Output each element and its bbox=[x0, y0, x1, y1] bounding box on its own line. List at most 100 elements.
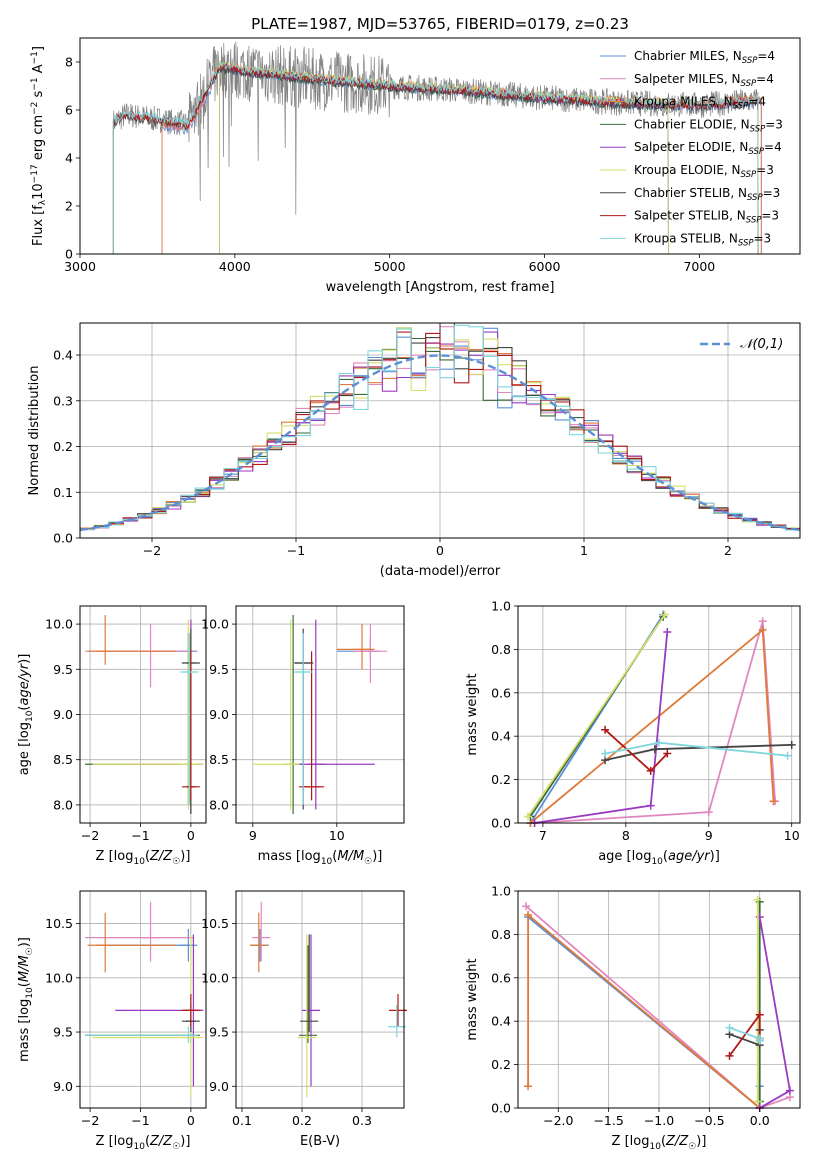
y-tick-label: 1.0 bbox=[491, 884, 511, 899]
weight-line-salpeter_elodie bbox=[758, 916, 791, 1109]
weight-point-salpeter_stelib bbox=[601, 725, 610, 734]
y-tick-label: 0.0 bbox=[491, 1101, 511, 1116]
age_vs_mass-frame: 9 10 8.0 8.5 9.0 9.5 10.0 mass [log10(M/M☉)] bbox=[201, 605, 405, 867]
weight-point-chabrier_stelib bbox=[650, 745, 659, 754]
weight-point-kroupa_miles bbox=[758, 625, 767, 634]
x-tick-label: 2 bbox=[724, 543, 732, 558]
weight-point-salpeter_elodie bbox=[785, 1086, 794, 1095]
y-tick-label: 0.8 bbox=[491, 642, 511, 657]
legend-label-salpeter_elodie: Salpeter ELODIE, NSSP=4 bbox=[634, 140, 782, 157]
x-tick-label: −2 bbox=[81, 828, 99, 843]
y-tick-label: 1.0 bbox=[491, 599, 511, 614]
weight-point-salpeter_elodie bbox=[663, 628, 672, 637]
y-tick-label: 0.6 bbox=[491, 685, 511, 700]
y-tick-label: 9.5 bbox=[53, 662, 73, 677]
x-tick-label: 0 bbox=[436, 543, 444, 558]
y-tick-label: 2 bbox=[65, 199, 73, 214]
legend-label-kroupa_stelib: Kroupa STELIB, NSSP=3 bbox=[634, 231, 771, 248]
model-line-salpeter_stelib bbox=[112, 62, 759, 254]
weight-point-salpeter_stelib bbox=[646, 766, 655, 775]
y-tick-label: 0.0 bbox=[491, 816, 511, 831]
x-tick-label: 0.2 bbox=[292, 1113, 312, 1128]
x-tick-label: −1.5 bbox=[593, 1113, 623, 1128]
legend-label-chabrier_miles: Chabrier MILES, NSSP=4 bbox=[634, 49, 775, 66]
weight_vs_age-lines bbox=[523, 610, 796, 827]
x-tick-label: 0.1 bbox=[232, 1113, 252, 1128]
x-tick-label: −0.5 bbox=[694, 1113, 724, 1128]
y-tick-label: 10.0 bbox=[45, 617, 73, 632]
model-line-kroupa_stelib bbox=[112, 61, 759, 254]
x-axis-label: Z [log10(Z/Z☉)] bbox=[612, 1134, 707, 1152]
y-tick-label: 8 bbox=[65, 55, 73, 70]
figure-title: PLATE=1987, MJD=53765, FIBERID=0179, z=0… bbox=[251, 15, 629, 33]
x-axis-label: Z [log10(Z/Z☉)] bbox=[96, 849, 191, 867]
y-tick-label: 8.5 bbox=[209, 752, 229, 767]
x-axis-label: mass [log10(M/M☉)] bbox=[258, 849, 383, 867]
x-tick-label: 0 bbox=[187, 1113, 195, 1128]
weight-point-kroupa_elodie bbox=[753, 895, 762, 904]
x-axis-label: E(B-V) bbox=[300, 1134, 340, 1149]
mass_vs_ebv-axes bbox=[236, 891, 404, 1108]
y-tick-label: 9.0 bbox=[209, 1079, 229, 1094]
weight-point-kroupa_miles bbox=[769, 797, 778, 806]
weight-line-salpeter_miles bbox=[525, 905, 791, 1110]
x-tick-label: −2 bbox=[81, 1113, 99, 1128]
x-tick-label: 1 bbox=[580, 543, 588, 558]
weight-point-chabrier_stelib bbox=[787, 740, 796, 749]
y-tick-label: 10.0 bbox=[201, 970, 229, 985]
mass_vs_Z-errorbars bbox=[85, 901, 204, 1098]
weight-point-salpeter_stelib bbox=[725, 1051, 734, 1060]
x-tick-label: −2 bbox=[143, 543, 161, 558]
x-tick-label: 10 bbox=[784, 828, 800, 843]
y-tick-label: 0.2 bbox=[491, 772, 511, 787]
weight-point-kroupa_stelib bbox=[755, 1036, 764, 1045]
x-axis-label: wavelength [Angstrom, rest frame] bbox=[326, 280, 555, 295]
weight-point-kroupa_elodie bbox=[523, 812, 532, 821]
weight-point-kroupa_miles bbox=[524, 910, 533, 919]
x-axis-label: age [log10(age/yr)] bbox=[598, 849, 720, 867]
spectrum-legend: Chabrier MILES, NSSP=4 Salpeter MILES, NS… bbox=[600, 49, 783, 248]
weight_vs_age-frame: 7 8 9 10 0.0 0.2 0.4 0.6 0.8 1.0 age [log10(age/yr… bbox=[465, 599, 801, 867]
x-tick-label: −1 bbox=[287, 543, 305, 558]
legend-label-salpeter_stelib: Salpeter STELIB, NSSP=3 bbox=[634, 209, 779, 226]
x-tick-label: 7 bbox=[539, 828, 547, 843]
y-tick-label: 0.4 bbox=[491, 729, 511, 744]
y-tick-label: 9.5 bbox=[53, 1025, 73, 1040]
weight-line-salpeter_miles bbox=[534, 620, 776, 824]
y-tick-label: 9.5 bbox=[209, 662, 229, 677]
y-axis-label: age [log10(age/yr)] bbox=[17, 654, 35, 776]
spectrum-frame: 3000 4000 5000 6000 7000 0 2 4 6 8 wavelength [Ang… bbox=[30, 37, 801, 295]
weight-point-salpeter_stelib bbox=[755, 1010, 764, 1019]
y-axis-label: mass weight bbox=[465, 673, 480, 755]
legend-label-normal: 𝒩(0,1) bbox=[740, 337, 783, 352]
y-axis-label: Normed distribution bbox=[27, 366, 42, 496]
y-tick-label: 9.0 bbox=[53, 707, 73, 722]
mass_vs_ebv-errorbars bbox=[249, 901, 407, 1098]
y-tick-label: 6 bbox=[65, 103, 73, 118]
spectrum-lines bbox=[112, 41, 762, 254]
residuals-frame: −2 −1 0 1 2 0.0 0.1 0.2 0.3 0.4 (data-model)/error… bbox=[27, 322, 801, 579]
y-tick-label: 10.0 bbox=[201, 617, 229, 632]
weight_vs_Z-frame: −2.0 −1.5 −1.0 −0.5 0.0 0.0 0.2 0.4 0.6 0.8 1.0 Z [… bbox=[465, 884, 801, 1152]
weight_vs_Z-lines bbox=[522, 895, 794, 1112]
x-tick-label: 7000 bbox=[683, 259, 715, 274]
data-spectrum-line bbox=[112, 41, 759, 215]
y-tick-label: 0.2 bbox=[53, 439, 73, 454]
y-tick-label: 0.4 bbox=[53, 348, 73, 363]
y-axis-label: Flux [fλ10−17 erg cm−2 s−1 A−1] bbox=[30, 46, 48, 246]
y-tick-label: 0.2 bbox=[491, 1057, 511, 1072]
weight-line-salpeter_elodie bbox=[534, 631, 669, 824]
y-axis-label: mass [log10(M/M☉)] bbox=[17, 937, 35, 1062]
axes-frame bbox=[79, 890, 207, 1109]
x-tick-label: 4000 bbox=[219, 259, 251, 274]
residual-histograms bbox=[80, 323, 800, 533]
residual-legend: 𝒩(0,1) bbox=[700, 337, 783, 352]
x-tick-label: −1.0 bbox=[644, 1113, 674, 1128]
y-tick-label: 0.1 bbox=[53, 485, 73, 500]
weight-point-kroupa_stelib bbox=[601, 749, 610, 758]
y-tick-label: 4 bbox=[65, 151, 73, 166]
x-tick-label: 10 bbox=[329, 828, 345, 843]
y-tick-label: 9.0 bbox=[53, 1079, 73, 1094]
y-tick-label: 10.0 bbox=[45, 970, 73, 985]
